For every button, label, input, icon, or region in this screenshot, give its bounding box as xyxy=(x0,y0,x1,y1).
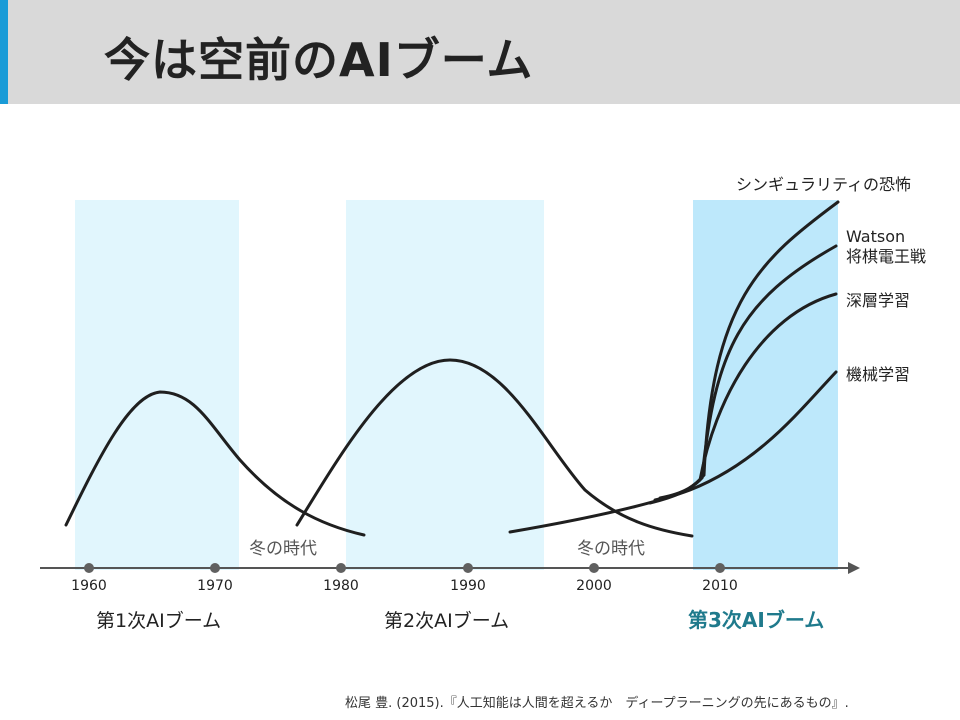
boom-label-2: 第2次AIブーム xyxy=(384,609,509,632)
timeline-tick-dot-1970 xyxy=(210,563,220,573)
timeline-tick-label: 1970 xyxy=(197,578,233,594)
deep-learning-label: 深層学習 xyxy=(846,291,910,310)
timeline-tick-dot-2000 xyxy=(589,563,599,573)
machine-learning-curve xyxy=(508,370,838,534)
citation: 松尾 豊. (2015).『人工知能は人間を超えるか ディープラーニングの先にあ… xyxy=(345,696,849,711)
page-title: 今は空前のAIブーム xyxy=(104,33,534,87)
timeline-tick-dot-1980 xyxy=(336,563,346,573)
timeline-tick-label: 1960 xyxy=(71,578,107,594)
timeline-tick-dot-1990 xyxy=(463,563,473,573)
timeline-tick-dot-1960 xyxy=(84,563,94,573)
boom-band-1 xyxy=(75,200,239,570)
timeline-tick-label: 1980 xyxy=(323,578,359,594)
winter-label-2: 冬の時代 xyxy=(577,539,645,559)
boom-1-curve xyxy=(64,390,366,537)
timeline-tick-label: 1990 xyxy=(450,578,486,594)
singularity-curve xyxy=(658,200,840,500)
timeline-arrow-icon xyxy=(848,562,860,574)
boom-band-2 xyxy=(346,200,544,570)
singularity-label: シンギュラリティの恐怖 xyxy=(736,175,911,194)
boom-label-3: 第3次AIブーム xyxy=(688,608,824,632)
title-accent-bar xyxy=(0,0,8,104)
timeline-tick-dot-2010 xyxy=(715,563,725,573)
boom-label-1: 第1次AIブーム xyxy=(96,609,221,632)
watson-label: Watson xyxy=(846,227,905,246)
shogi-label: 将棋電王戦 xyxy=(846,247,926,266)
timeline-tick-label: 2000 xyxy=(576,578,612,594)
winter-label-1: 冬の時代 xyxy=(249,539,317,559)
boom-2-curve xyxy=(295,358,694,538)
title-bar xyxy=(0,0,960,104)
machine-learning-label: 機械学習 xyxy=(846,365,910,384)
timeline-tick-label: 2010 xyxy=(702,578,738,594)
